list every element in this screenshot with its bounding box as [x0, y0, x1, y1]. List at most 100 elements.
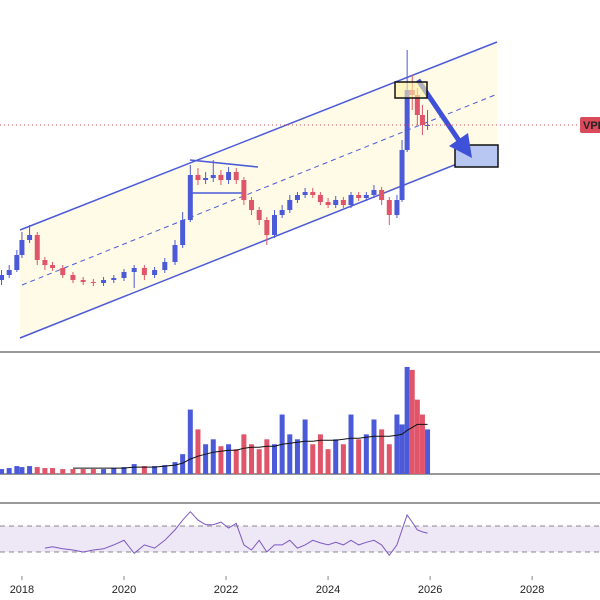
candle-body: [121, 272, 127, 278]
candle-body: [371, 190, 377, 195]
volume-bar: [141, 466, 147, 474]
arrow-head: [449, 133, 472, 158]
volume-bar: [0, 469, 5, 474]
volume-bar: [287, 434, 293, 474]
channel-lower: [19, 147, 498, 339]
candle-body: [363, 195, 369, 198]
candle-body: [256, 210, 262, 220]
volume-bar: [425, 429, 431, 474]
candle-body: [302, 192, 308, 195]
volume-bar: [203, 444, 209, 474]
candle-body: [0, 275, 5, 280]
candle-body: [70, 275, 76, 280]
volume-bar: [379, 429, 385, 474]
volume-bar: [419, 414, 425, 474]
candle-body: [379, 190, 385, 200]
volume-bar: [131, 464, 137, 474]
volume-bar: [409, 369, 415, 474]
volume-bar: [325, 449, 331, 474]
candle-body: [404, 90, 410, 150]
candle-body: [425, 125, 431, 126]
candle-body: [162, 262, 168, 270]
candle-body: [101, 280, 107, 283]
volume-bar: [195, 429, 201, 474]
x-tick-label: 2018: [10, 584, 34, 596]
candle-body: [111, 278, 117, 280]
price-label-bg: [580, 117, 600, 133]
candle-body: [241, 180, 247, 200]
volume-bar: [162, 465, 168, 474]
volume-bar: [226, 444, 232, 474]
volume-bar: [27, 466, 33, 474]
candle-body: [80, 280, 86, 282]
candle-body: [264, 220, 270, 235]
volume-bar: [218, 446, 224, 474]
volume-bar: [356, 439, 362, 474]
volume-bar: [249, 444, 255, 474]
candle-body: [333, 200, 339, 205]
candle-body: [356, 195, 362, 198]
candle-body: [19, 240, 25, 255]
candle-body: [249, 200, 255, 210]
candle-body: [203, 178, 209, 180]
candle-body: [271, 215, 277, 235]
candle-body: [325, 202, 331, 205]
candle-body: [27, 235, 33, 240]
volume-bar: [60, 469, 66, 474]
candle-body: [152, 270, 158, 275]
volume-bar: [187, 409, 193, 474]
candle-body: [348, 195, 354, 205]
channel-mid: [21, 94, 496, 286]
volume-bar: [172, 462, 178, 474]
candle-body: [310, 192, 316, 195]
volume-bar: [317, 434, 323, 474]
volume-bar: [233, 449, 239, 474]
volume-bar: [50, 468, 56, 474]
rsi-line: [44, 510, 428, 557]
candle-body: [50, 265, 56, 268]
candle-body: [42, 260, 48, 265]
candle-body: [187, 175, 193, 220]
candle-body: [195, 175, 201, 180]
volume-bar: [42, 468, 48, 474]
candle-body: [34, 235, 40, 260]
candle-body: [399, 150, 405, 200]
x-tick-label: 2022: [214, 584, 238, 596]
volume-bar: [80, 469, 86, 474]
candle-body: [294, 195, 300, 200]
volume-bar: [271, 444, 277, 474]
candle-body: [141, 268, 147, 275]
candle-body: [14, 255, 20, 270]
candle-body: [6, 270, 12, 275]
highlight-box: [394, 81, 428, 99]
volume-bar: [6, 468, 12, 474]
candle-body: [131, 268, 137, 272]
volume-bar: [414, 399, 420, 474]
volume-bar: [14, 466, 20, 474]
candle-body: [414, 95, 420, 115]
x-tick-label: 2026: [418, 584, 442, 596]
channel-upper: [19, 41, 498, 231]
volume-bar: [111, 468, 117, 474]
candle-body: [233, 172, 239, 180]
volume-bar: [34, 467, 40, 474]
candle-body: [340, 200, 346, 205]
volume-bar: [210, 439, 216, 474]
volume-bar: [101, 469, 107, 474]
volume-bar: [340, 444, 346, 474]
candle-body: [394, 200, 400, 215]
candle-body: [90, 282, 96, 283]
volume-bar: [70, 469, 76, 474]
volume-bar: [19, 467, 25, 474]
volume-bar: [363, 434, 369, 474]
volume-ma-line: [73, 423, 428, 469]
candle-body: [287, 200, 293, 210]
volume-bar: [152, 466, 158, 474]
price-label: VPB: [583, 120, 600, 132]
volume-bar: [310, 444, 316, 474]
volume-bar: [121, 467, 127, 474]
volume-bar: [386, 444, 392, 474]
x-tick-label: 2020: [112, 584, 136, 596]
volume-bar: [180, 454, 186, 474]
